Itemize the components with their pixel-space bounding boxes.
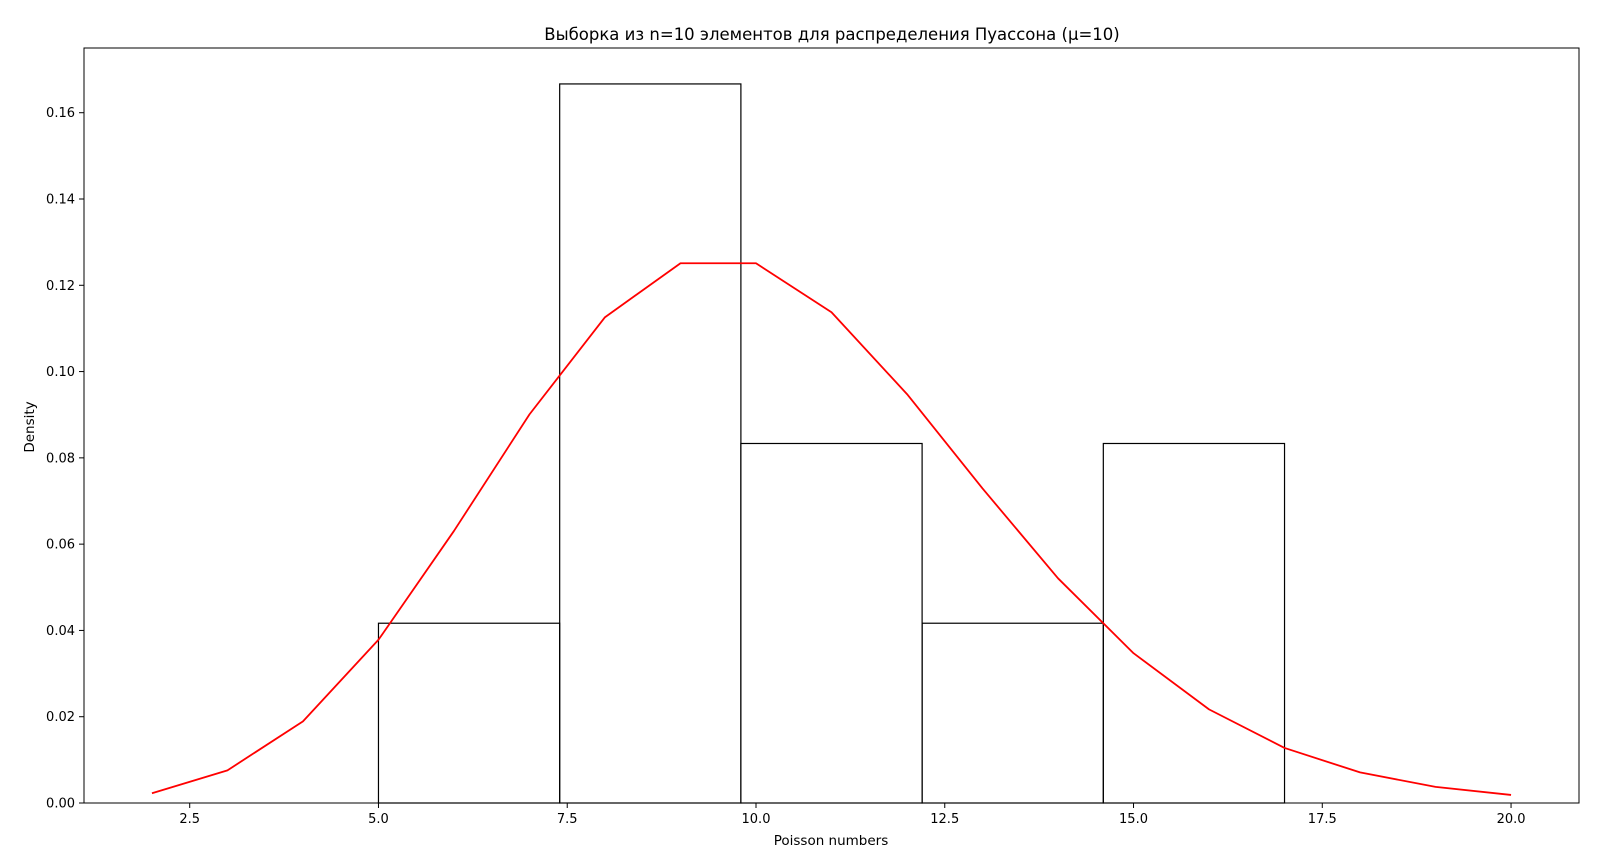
x-tick-label-7: 20.0 <box>1497 812 1526 827</box>
y-tick-label-6: 0.12 <box>46 279 75 294</box>
x-tick-label-3: 10.0 <box>742 812 771 827</box>
y-tick-label-4: 0.08 <box>46 451 75 466</box>
x-tick-label-0: 2.5 <box>179 812 200 827</box>
y-tick-label-1: 0.02 <box>46 710 75 725</box>
x-tick-label-5: 15.0 <box>1119 812 1148 827</box>
x-tick-label-1: 5.0 <box>368 812 389 827</box>
y-tick-label-2: 0.04 <box>46 624 75 639</box>
y-tick-label-5: 0.10 <box>46 365 75 380</box>
y-tick-label-7: 0.14 <box>46 193 75 208</box>
x-tick-label-4: 12.5 <box>930 812 959 827</box>
line-series-0 <box>151 262 1512 796</box>
y-tick-label-3: 0.06 <box>46 538 75 553</box>
y-tick-label-0: 0.00 <box>46 797 75 812</box>
x-axis-label: Poisson numbers <box>774 833 889 849</box>
plot-frame <box>83 47 1580 804</box>
x-tick-label-6: 17.5 <box>1308 812 1337 827</box>
y-tick-label-8: 0.16 <box>46 106 75 121</box>
x-tick-label-2: 7.5 <box>557 812 578 827</box>
chart-title: Выборка из n=10 элементов для распределе… <box>544 25 1120 44</box>
y-axis-label: Density <box>22 401 38 452</box>
